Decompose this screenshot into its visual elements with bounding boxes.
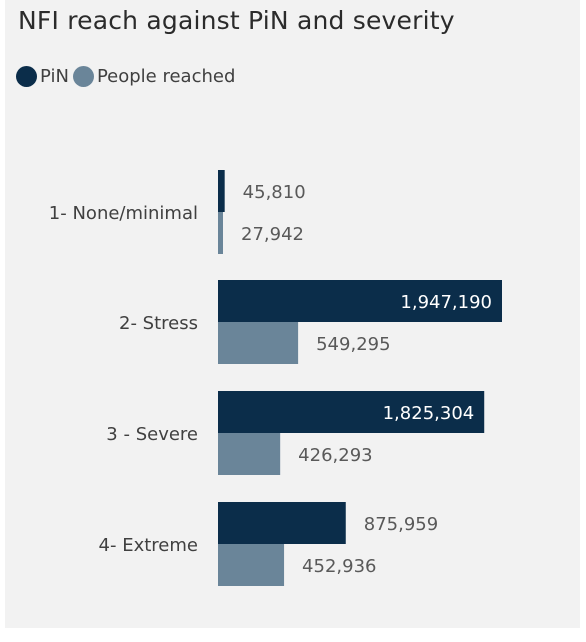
bar-pin-3-severe (218, 391, 485, 433)
data-label-pin-4-extreme: 875,959 (364, 514, 438, 535)
data-label-people-reached-3-severe: 426,293 (298, 445, 372, 466)
category-label-2-stress: 2- Stress (119, 313, 198, 334)
data-label-people-reached-2-stress: 549,295 (316, 334, 390, 355)
chart-title: NFI reach against PiN and severity (18, 6, 455, 35)
bar-people-reached-4-extreme (218, 544, 285, 586)
data-label-people-reached-4-extreme: 452,936 (302, 556, 376, 577)
data-label-people-reached-1-none-minimal: 27,942 (241, 224, 304, 245)
bar-people-reached-3-severe (218, 433, 281, 475)
legend-swatch-pin (16, 66, 37, 87)
legend-label-pin: PiN (40, 66, 69, 87)
bar-pin-4-extreme (218, 502, 346, 544)
chart-legend: PiN People reached (16, 66, 239, 87)
legend-item-pin: PiN (16, 66, 69, 87)
category-label-3-severe: 3 - Severe (106, 424, 198, 445)
bar-people-reached-2-stress (218, 322, 299, 364)
data-label-pin-3-severe: 1,825,304 (383, 403, 475, 424)
legend-item-people-reached: People reached (72, 66, 236, 87)
legend-swatch-people-reached (72, 66, 94, 87)
category-label-4-extreme: 4- Extreme (99, 535, 198, 556)
bar-people-reached-1-none-minimal (218, 212, 223, 254)
bar-pin-1-none-minimal (218, 170, 225, 212)
data-label-pin-1-none-minimal: 45,810 (243, 182, 306, 203)
legend-label-people-reached: People reached (96, 66, 236, 87)
data-label-pin-2-stress: 1,947,190 (400, 292, 492, 313)
bar-pin-2-stress (218, 280, 502, 322)
category-label-1-none-minimal: 1- None/minimal (49, 203, 198, 224)
